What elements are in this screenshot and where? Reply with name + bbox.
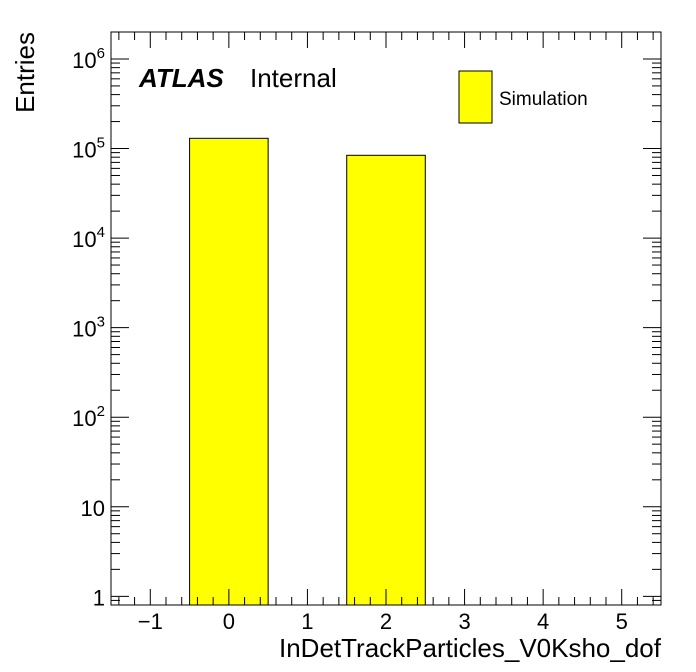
x-tick-label: 4 [537, 609, 549, 634]
y-tick-label: 106 [72, 45, 105, 73]
plot-frame [110, 31, 662, 606]
internal-label: Internal [250, 63, 337, 93]
x-tick-label: 3 [458, 609, 470, 634]
x-tick-label: 0 [223, 609, 235, 634]
y-axis-title: Entries [10, 32, 40, 113]
bar-x0 [189, 137, 269, 606]
legend-swatch [458, 70, 493, 124]
y-tick-label: 104 [72, 224, 105, 252]
y-tick-label: 105 [72, 135, 105, 163]
atlas-label: ATLAS [138, 63, 224, 93]
y-tick-label: 102 [72, 403, 105, 431]
x-axis-title: InDetTrackParticles_V0Ksho_dof [279, 633, 662, 663]
tick-labels: −1 0 1 2 3 4 5 1 10 102 103 104 105 106 [72, 45, 628, 634]
y-tick-label: 103 [72, 314, 105, 342]
legend-label: Simulation [499, 89, 588, 110]
y-tick-label: 1 [93, 585, 105, 610]
x-tick-label: 1 [301, 609, 313, 634]
x-tick-label: 5 [616, 609, 628, 634]
y-tick-label: 10 [81, 496, 105, 521]
x-tick-label: −1 [138, 609, 163, 634]
bar-x2 [346, 154, 426, 606]
bars-group [189, 137, 426, 606]
x-tick-label: 2 [380, 609, 392, 634]
